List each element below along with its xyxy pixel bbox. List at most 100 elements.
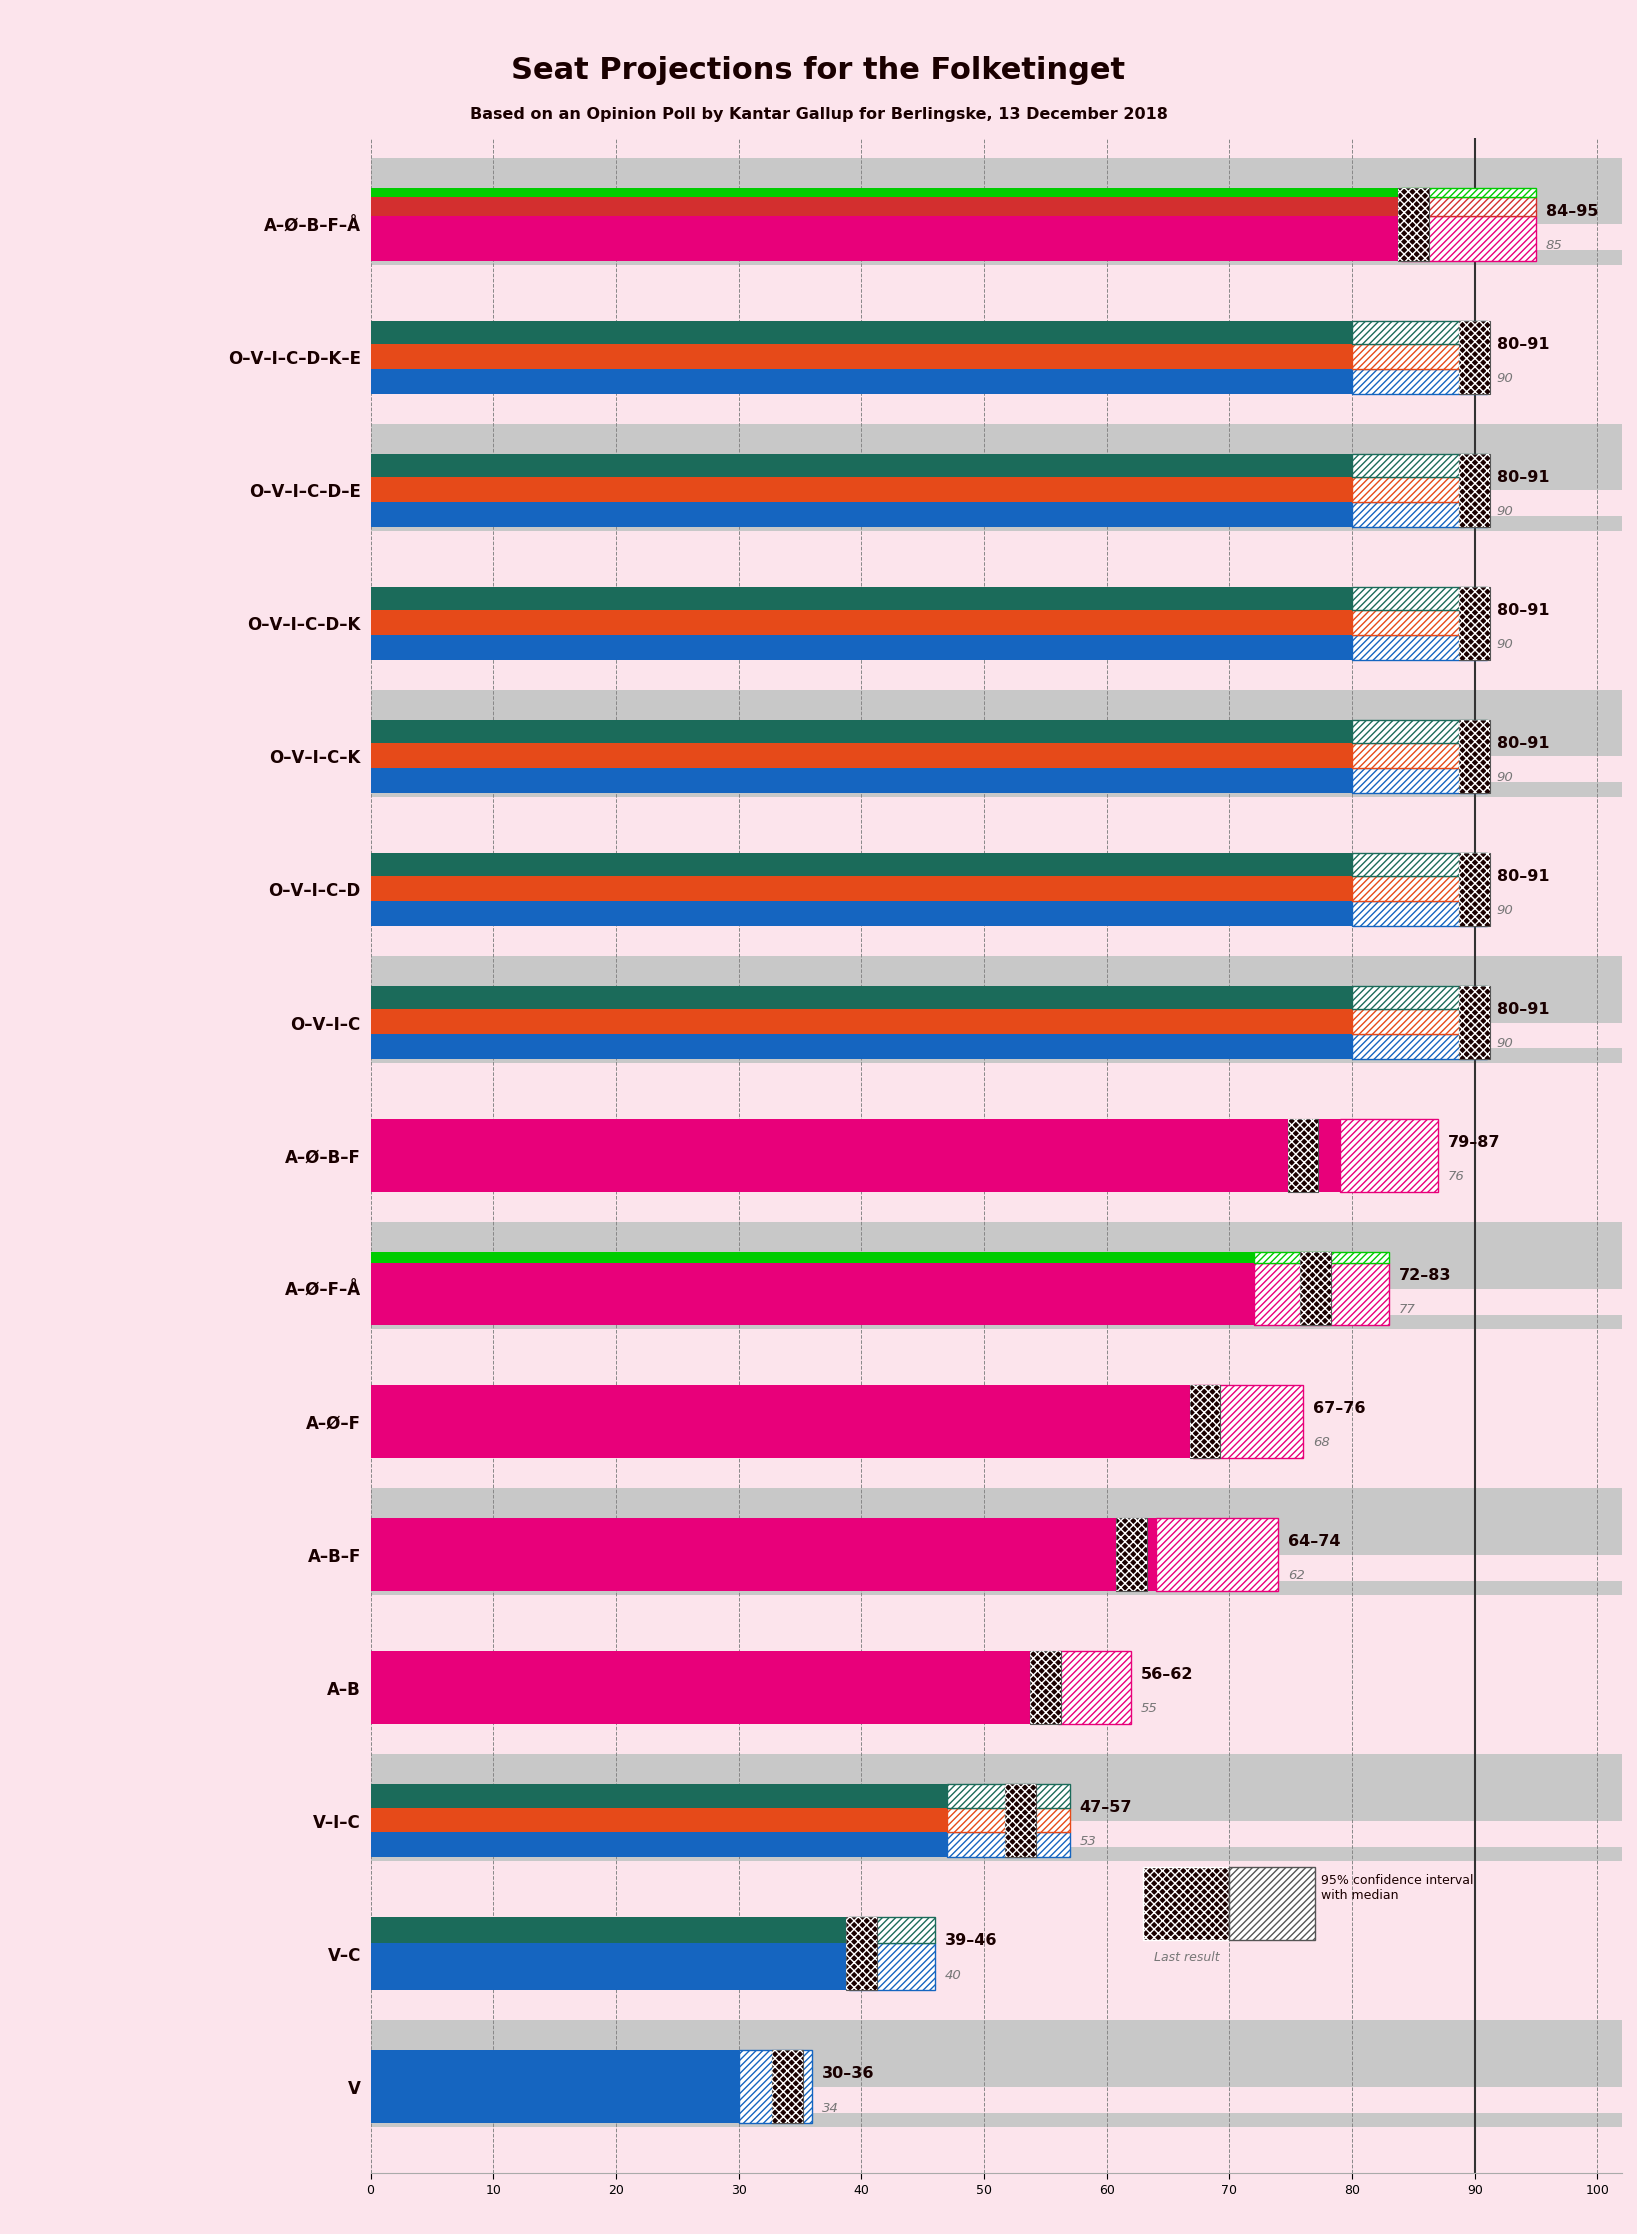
Bar bbox=[370, 889, 1622, 916]
Text: 47–57: 47–57 bbox=[1080, 1801, 1133, 1814]
Bar bbox=[370, 1063, 1622, 1088]
Bar bbox=[1030, 1651, 1061, 1725]
Bar bbox=[370, 357, 1622, 384]
Bar bbox=[1460, 588, 1490, 659]
Text: 90: 90 bbox=[1496, 639, 1514, 652]
Bar bbox=[370, 1832, 948, 1856]
Bar bbox=[1005, 1785, 1036, 1856]
Bar bbox=[370, 1821, 1622, 1848]
Bar bbox=[738, 2051, 812, 2122]
Bar bbox=[1352, 344, 1486, 369]
Bar bbox=[370, 1861, 1622, 1888]
Bar bbox=[370, 588, 1352, 610]
Bar bbox=[370, 1289, 1622, 1314]
Bar bbox=[370, 1251, 1254, 1262]
Bar bbox=[370, 1754, 1622, 1888]
Bar bbox=[850, 1944, 935, 1990]
Bar bbox=[948, 1832, 1071, 1856]
Bar bbox=[1144, 1868, 1229, 1941]
Bar bbox=[370, 1729, 1622, 1754]
Bar bbox=[1058, 1651, 1131, 1725]
Text: 53: 53 bbox=[1080, 1836, 1097, 1848]
Bar bbox=[370, 719, 1352, 744]
Text: 56–62: 56–62 bbox=[1141, 1667, 1193, 1682]
Bar bbox=[1398, 188, 1429, 261]
Bar bbox=[1030, 1651, 1061, 1725]
Text: 39–46: 39–46 bbox=[945, 1932, 997, 1948]
Bar bbox=[846, 1917, 877, 1990]
Bar bbox=[1352, 610, 1486, 634]
Bar bbox=[1460, 719, 1490, 793]
Bar bbox=[370, 369, 1352, 393]
Text: 68: 68 bbox=[1313, 1436, 1329, 1450]
Bar bbox=[1460, 454, 1490, 527]
Bar bbox=[1352, 588, 1486, 610]
Text: 95% confidence interval
with median: 95% confidence interval with median bbox=[1321, 1874, 1473, 1901]
Bar bbox=[370, 1785, 948, 1807]
Bar bbox=[370, 503, 1352, 527]
Bar bbox=[370, 491, 1622, 516]
Bar bbox=[1352, 768, 1486, 793]
Text: 72–83: 72–83 bbox=[1398, 1267, 1450, 1282]
Bar bbox=[370, 853, 1352, 876]
Text: 90: 90 bbox=[1496, 373, 1514, 384]
Bar bbox=[1352, 322, 1486, 344]
Bar bbox=[370, 398, 1622, 424]
Bar bbox=[370, 532, 1622, 556]
Bar bbox=[1352, 1034, 1486, 1059]
Bar bbox=[370, 634, 1352, 659]
Bar bbox=[370, 1262, 1254, 1325]
Text: 84–95: 84–95 bbox=[1545, 203, 1598, 219]
Bar bbox=[370, 266, 1622, 290]
Bar bbox=[370, 1010, 1352, 1034]
Text: 79–87: 79–87 bbox=[1447, 1135, 1499, 1151]
Bar bbox=[370, 424, 1622, 556]
Bar bbox=[1352, 853, 1486, 876]
Bar bbox=[370, 757, 1622, 782]
Bar bbox=[1460, 853, 1490, 927]
Bar bbox=[370, 876, 1352, 900]
Bar bbox=[370, 690, 1622, 822]
Bar bbox=[370, 197, 1401, 214]
Text: 40: 40 bbox=[945, 1968, 961, 1982]
Bar bbox=[1116, 1519, 1146, 1591]
Bar bbox=[1193, 1385, 1303, 1459]
Text: 34: 34 bbox=[822, 2102, 838, 2116]
Bar bbox=[370, 663, 1622, 690]
Bar bbox=[370, 1622, 1622, 1754]
Bar bbox=[1300, 1251, 1331, 1325]
Text: 76: 76 bbox=[1447, 1171, 1465, 1184]
Bar bbox=[370, 1955, 1622, 1979]
Bar bbox=[370, 610, 1352, 634]
Text: Last result: Last result bbox=[1154, 1950, 1220, 1964]
Bar bbox=[370, 1155, 1622, 1182]
Bar bbox=[1352, 634, 1486, 659]
Bar bbox=[370, 2020, 1622, 2154]
Bar bbox=[370, 556, 1622, 690]
Bar bbox=[370, 1023, 1622, 1048]
Bar bbox=[370, 623, 1622, 650]
Text: 80–91: 80–91 bbox=[1496, 469, 1549, 485]
Bar bbox=[370, 822, 1622, 956]
Text: 80–91: 80–91 bbox=[1496, 337, 1549, 351]
Bar bbox=[1352, 900, 1486, 927]
Bar bbox=[370, 1944, 850, 1990]
Text: 90: 90 bbox=[1496, 771, 1514, 784]
Text: Seat Projections for the Folketinget: Seat Projections for the Folketinget bbox=[511, 56, 1126, 85]
Bar bbox=[370, 1034, 1352, 1059]
Bar bbox=[1401, 188, 1536, 197]
Bar bbox=[1460, 322, 1490, 393]
Text: 64–74: 64–74 bbox=[1288, 1535, 1341, 1548]
Bar bbox=[370, 1519, 1156, 1591]
Text: 90: 90 bbox=[1496, 905, 1514, 918]
Bar bbox=[846, 1917, 877, 1990]
Bar bbox=[1339, 1119, 1437, 1193]
Bar bbox=[370, 1595, 1622, 1622]
Bar bbox=[370, 1195, 1622, 1222]
Bar bbox=[1460, 985, 1490, 1059]
Text: 67–76: 67–76 bbox=[1313, 1401, 1365, 1416]
Bar bbox=[370, 1463, 1622, 1488]
Bar bbox=[370, 1222, 1622, 1356]
Bar bbox=[1288, 1119, 1318, 1193]
Bar bbox=[1352, 503, 1486, 527]
